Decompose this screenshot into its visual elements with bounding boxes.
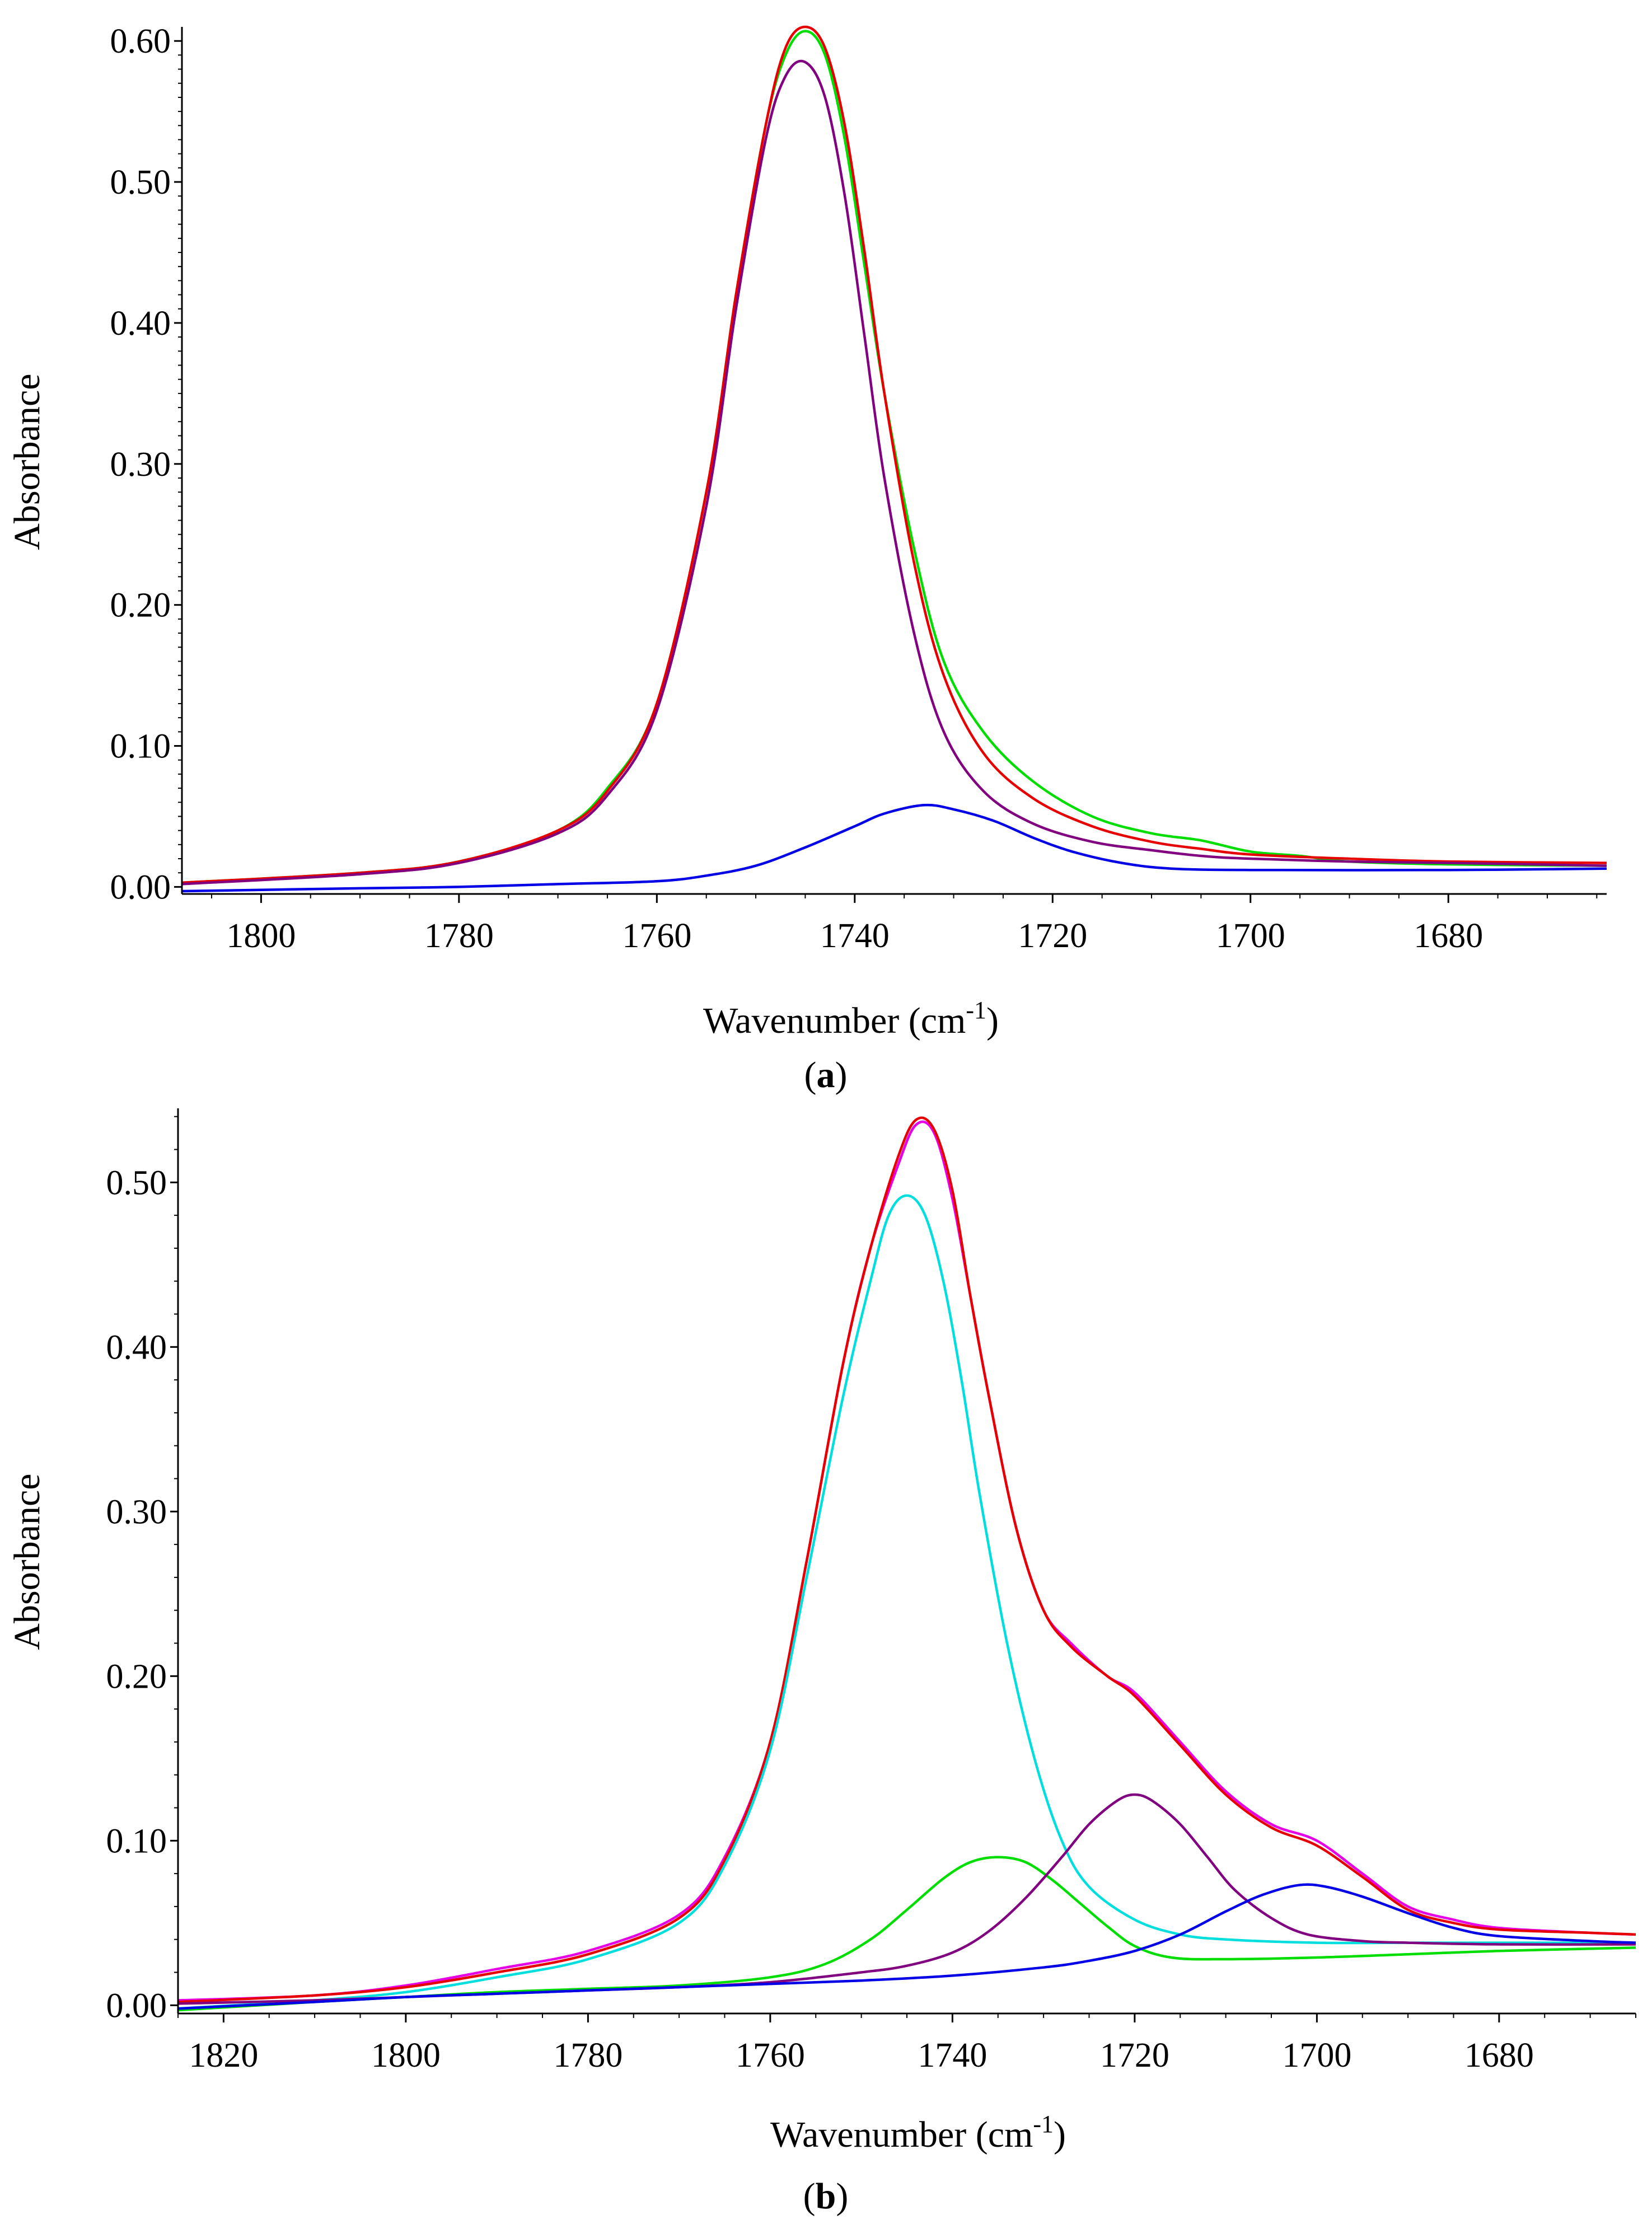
panel-b-x-tick-label: 1760 (736, 2036, 805, 2075)
panel-b-x-axis-title-main: Wavenumber (cm (770, 2114, 1033, 2155)
panel-a-x-tick-label: 1780 (424, 917, 494, 955)
panel-b-y-axis-title: Absorbance (7, 1473, 48, 1650)
panel-a-y-tick-label: 0.60 (110, 22, 171, 60)
panel-b-y-tick-label: 0.00 (106, 1987, 167, 2025)
panel-a-x-tick-label: 1800 (226, 917, 296, 955)
panel-a-series-measured-spectrum (181, 30, 1607, 884)
panel-a: Absorbance Wavenumber (cm-1) (a) 0.00 0.1… (7, 22, 1607, 1095)
panel-a-y-tick-label: 0.10 (110, 728, 171, 766)
panel-b-y-tick-label: 0.30 (106, 1493, 167, 1531)
panel-b-series-component-peak-1744 (177, 1194, 1636, 2010)
panel-a-y-axis-title: Absorbance (7, 373, 48, 550)
panel-b-x-axis-title: Wavenumber (cm-1) (770, 2110, 1066, 2155)
panel-b-x-tick-label: 1700 (1282, 2036, 1351, 2075)
panel-a-x-axis-title-superscript: -1 (966, 996, 986, 1024)
panel-b-series-component-peak-1702 (177, 1883, 1636, 2010)
panel-a-x-tick-label: 1720 (1018, 917, 1087, 955)
panel-b-x-tick-label: 1740 (918, 2036, 987, 2075)
panel-b-y-tick-label: 0.20 (106, 1657, 167, 1696)
panel-a-x-tick-label: 1680 (1414, 917, 1483, 955)
panel-a-y-tick-label: 0.40 (110, 305, 171, 343)
panel-b-x-tick-label: 1800 (371, 2036, 441, 2075)
panel-a-series-component-peak-1733 (181, 803, 1607, 893)
panel-a-x-tick-label: 1760 (622, 917, 691, 955)
panel-b-series-fitted-envelope (177, 1116, 1636, 2003)
panel-b-x-axis-title-suffix: ) (1054, 2114, 1066, 2155)
panel-b-minor-ticks (174, 1116, 1636, 2018)
panel-a-x-axis-title-main: Wavenumber (cm (703, 1000, 966, 1041)
panel-b-x-tick-label: 1820 (189, 2036, 258, 2075)
panel-a-y-tick-label: 0.50 (110, 163, 171, 202)
panel-a-caption: (a) (804, 1055, 848, 1095)
panel-a-minor-ticks (178, 40, 1598, 898)
panel-a-x-tick-label: 1740 (820, 917, 890, 955)
panel-a-y-tick-label: 0.00 (110, 868, 171, 906)
panel-b-plot-area (177, 1116, 1636, 2012)
panel-a-x-axis-title-suffix: ) (986, 1000, 999, 1041)
panel-b-series-measured-spectrum (177, 1120, 1636, 2002)
panel-b-series-component-peak-1720 (177, 1793, 1636, 2005)
panel-b-y-tick-label: 0.50 (106, 1164, 167, 1202)
panel-b-caption: (b) (803, 2176, 849, 2217)
panel-a-x-tick-label: 1700 (1216, 917, 1285, 955)
panel-b-y-tick-label: 0.40 (106, 1328, 167, 1366)
panel-a-series-fitted-envelope (181, 25, 1607, 884)
panel-a-plot-area (181, 25, 1607, 893)
panel-b-x-tick-label: 1680 (1464, 2036, 1534, 2075)
panel-b-x-tick-label: 1720 (1100, 2036, 1169, 2075)
panel-b-series-component-peak-1735 (177, 1856, 1636, 2012)
panel-b-y-tick-label: 0.10 (106, 1822, 167, 1860)
panel-a-y-tick-label: 0.20 (110, 587, 171, 625)
panel-a-y-tick-label: 0.30 (110, 446, 171, 484)
panel-b: Absorbance Wavenumber (cm-1) (b) 0.00 0.1… (7, 1108, 1636, 2217)
panel-a-x-axis-title: Wavenumber (cm-1) (703, 996, 999, 1041)
panel-b-caption-letter: b (816, 2176, 836, 2217)
panel-b-x-tick-label: 1780 (553, 2036, 623, 2075)
panel-a-caption-letter: a (817, 1055, 835, 1095)
panel-b-x-axis-title-superscript: -1 (1033, 2110, 1054, 2138)
panel-a-series-component-peak-1745 (181, 59, 1607, 886)
